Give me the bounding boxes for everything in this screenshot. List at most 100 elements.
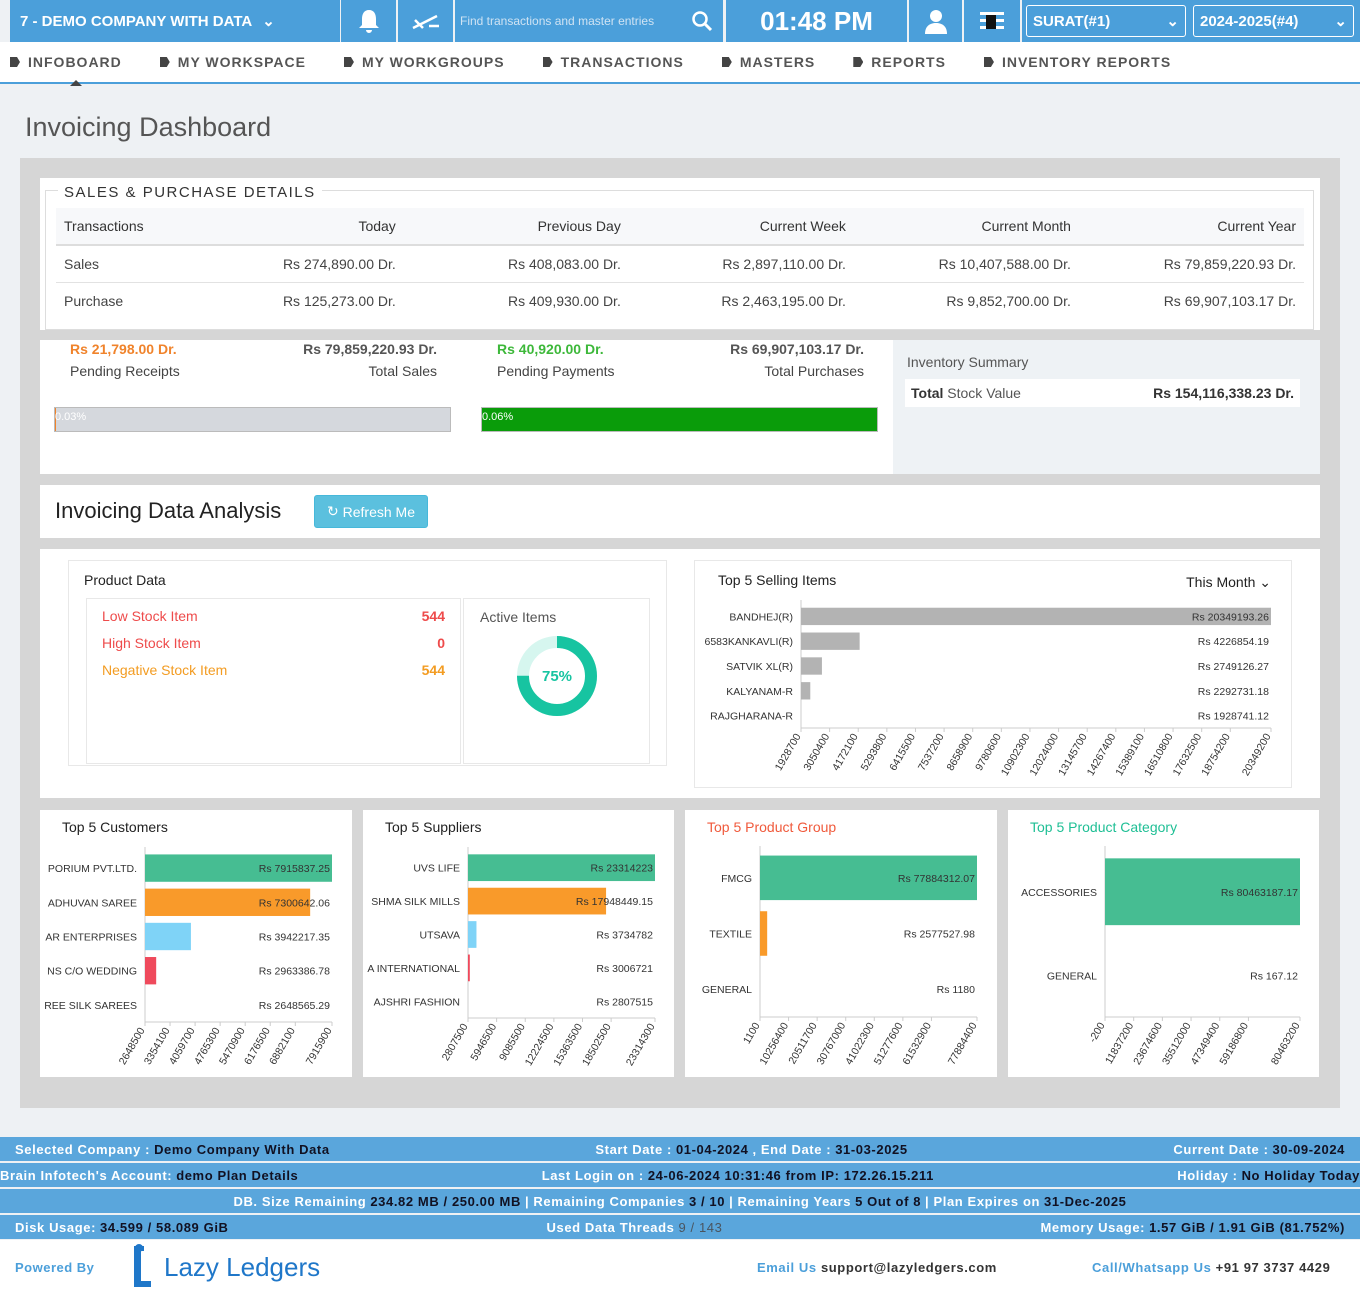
x-tick-label: 8658900 — [944, 731, 975, 773]
footer-label: Used Data Threads — [546, 1219, 675, 1235]
chart: 1928700305040041721005293800641550075372… — [704, 600, 1274, 778]
category-label: ACCESSORIES — [1021, 887, 1097, 899]
footer-value: No Holiday Today — [1241, 1167, 1360, 1183]
column-header: Current Month — [853, 208, 1079, 246]
period-select[interactable]: This Month ⌄ — [1186, 574, 1271, 590]
stock-label: Stock Value — [947, 385, 1021, 401]
nav-label: MY WORKSPACE — [177, 54, 306, 70]
product-data-title: Product Data — [84, 572, 166, 588]
time: 01:48 PM — [760, 5, 873, 36]
x-tick-label: 2807500 — [440, 1021, 471, 1063]
table-cell: Rs 2,463,195.00 Dr. — [628, 281, 854, 319]
progress-fill — [55, 408, 56, 431]
column-header: Today — [219, 208, 404, 246]
email[interactable]: support@lazyledgers.com — [820, 1260, 997, 1275]
footer-label: , End Date : — [752, 1141, 832, 1157]
search-box[interactable]: Find transactions and master entries — [455, 0, 723, 42]
nav-icon — [983, 57, 994, 67]
table-cell: Rs 408,083.00 Dr. — [403, 244, 629, 282]
category-label: BANDHEJ(R) — [729, 611, 793, 623]
bar — [145, 922, 191, 951]
footer-group: Start Date :01-04-2024, End Date :31-03-… — [595, 1142, 907, 1157]
category-label: FMCG — [721, 873, 752, 885]
refresh-button[interactable]: ↻ Refresh Me — [314, 495, 428, 528]
total-amount: Rs 79,859,220.93 Dr. — [303, 341, 437, 357]
x-tick-label: -200 — [1087, 1020, 1108, 1044]
profile[interactable] — [909, 0, 962, 42]
stock-item-label: Low Stock Item — [102, 608, 198, 624]
x-tick-label: 9780600 — [973, 731, 1004, 773]
total-label: Total — [911, 385, 944, 401]
nav-label: INVENTORY REPORTS — [1001, 54, 1172, 70]
category-label: UTSAVA — [420, 930, 460, 942]
notifications[interactable] — [341, 0, 396, 42]
x-tick-label: 23314300 — [624, 1021, 658, 1068]
bar — [1105, 858, 1300, 926]
footer-row: Brain Infotech's Account: demo Plan Detai… — [0, 1163, 1360, 1187]
footer-group: Holiday : No Holiday Today — [1177, 1168, 1360, 1183]
total-amount: Rs 69,907,103.17 Dr. — [730, 341, 864, 357]
footer-group: Selected Company : Demo Company With Data — [15, 1142, 330, 1157]
phone: +91 97 3737 4429 — [1215, 1260, 1331, 1275]
bar — [145, 888, 311, 916]
footer-label: Last Login on : — [541, 1167, 644, 1183]
year-select[interactable]: 2024-2025(#4) ⌄ — [1193, 5, 1354, 37]
nav-bar: INFOBOARD MY WORKSPACE MY WORKGROUPS TRANSA… — [0, 42, 1360, 84]
tools[interactable] — [398, 0, 453, 42]
nav-item[interactable]: TRANSACTIONS — [542, 54, 684, 70]
footer-label: Memory Usage: — [1040, 1219, 1146, 1235]
x-tick-label: 80463200 — [1269, 1020, 1303, 1067]
value-label: Rs 2292731.18 — [1198, 686, 1269, 698]
branch-select[interactable]: SURAT(#1) ⌄ — [1026, 5, 1186, 37]
fieldset-legend: SALES & PURCHASE DETAILS — [58, 184, 322, 201]
company-selector[interactable]: 7 - DEMO COMPANY WITH DATA ⌄ — [10, 0, 340, 42]
nav-item[interactable]: MY WORKGROUPS — [343, 54, 505, 70]
footer-row: DB. Size Remaining 234.82 MB / 250.00 MB |… — [0, 1189, 1360, 1213]
nav-caret — [70, 74, 82, 86]
product-data-panel: Product Data Low Stock Item 544 High Stock… — [68, 560, 667, 766]
footer-value: 234.82 MB / 250.00 MB — [370, 1193, 521, 1209]
value-label: Rs 2577527.98 — [904, 929, 975, 941]
value-label: Rs 3006721 — [596, 963, 653, 975]
bar — [468, 954, 470, 982]
gauge-label: 75% — [542, 668, 572, 685]
company-name: 7 - DEMO COMPANY WITH DATA — [20, 12, 253, 30]
table-cell: Rs 10,407,588.00 Dr. — [853, 244, 1079, 282]
pending-label: Pending Payments — [497, 363, 615, 379]
footer-group: DB. Size Remaining 234.82 MB / 250.00 MB |… — [233, 1194, 1126, 1209]
category-label: KALYANAM-R — [726, 686, 793, 698]
nav-item[interactable]: INFOBOARD — [10, 54, 122, 70]
footer-value: 31-Dec-2025 — [1044, 1193, 1127, 1209]
nav-item[interactable]: MASTERS — [721, 54, 815, 70]
chart-panel: Top 5 Selling Items This Month ⌄ 1928700 30… — [694, 560, 1292, 788]
bar — [801, 632, 860, 650]
category-label: GENERAL — [1047, 970, 1097, 982]
value-label: Rs 4226854.19 — [1198, 636, 1269, 648]
chart-title: Top 5 Suppliers — [385, 819, 482, 835]
sales-purchase-table: Transactions Today Previous Day Current Wee… — [56, 208, 1304, 319]
x-tick-label: 5293800 — [859, 731, 890, 773]
chart-title: Top 5 Product Category — [1030, 819, 1178, 835]
chart: 1100102564002051170030767000410223005127… — [702, 846, 980, 1067]
nav-item[interactable]: MY WORKSPACE — [159, 54, 306, 70]
x-tick-label: 7537200 — [916, 731, 947, 773]
footer-value: 5 Out of 8 — [855, 1193, 922, 1209]
footer-value: 1.57 GiB / 1.91 GiB (81.752%) — [1149, 1219, 1345, 1235]
footer-label: | Plan Expires on — [925, 1193, 1041, 1209]
category-label: PORIUM PVT.LTD. — [48, 863, 137, 875]
table-cell: Rs 409,930.00 Dr. — [403, 281, 629, 319]
nav-item[interactable]: INVENTORY REPORTS — [983, 54, 1172, 70]
bell-icon — [358, 10, 379, 33]
x-tick-label: 5946500 — [468, 1021, 499, 1063]
nav-icon — [542, 57, 553, 67]
menu[interactable] — [964, 0, 1020, 42]
bar — [145, 854, 332, 882]
category-label: A INTERNATIONAL — [367, 963, 460, 975]
bar — [760, 855, 977, 901]
nav-item[interactable]: REPORTS — [853, 54, 946, 70]
pending-label: Pending Receipts — [70, 363, 180, 379]
selectors — [1022, 0, 1360, 42]
nav-label: INFOBOARD — [28, 54, 122, 70]
chart-title: Top 5 Product Group — [707, 819, 837, 835]
inventory-panel: Inventory Summary Total Stock Value Rs 1… — [893, 340, 1320, 474]
